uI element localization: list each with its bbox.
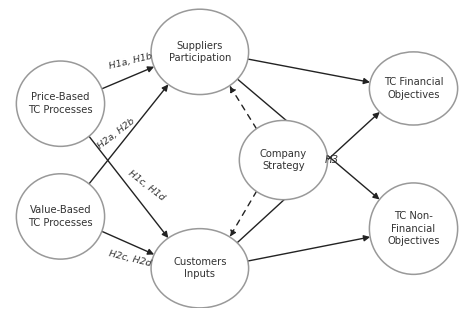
Text: H1a, H1b: H1a, H1b: [108, 51, 153, 71]
Ellipse shape: [369, 52, 457, 125]
Text: H3: H3: [325, 155, 339, 165]
Text: H2c, H2d: H2c, H2d: [108, 250, 152, 269]
Ellipse shape: [16, 61, 105, 146]
Text: H1c, H1d: H1c, H1d: [127, 169, 166, 203]
Text: Price-Based
TC Processes: Price-Based TC Processes: [28, 92, 93, 115]
Ellipse shape: [151, 229, 248, 308]
Text: TC Non-
Financial
Objectives: TC Non- Financial Objectives: [387, 211, 440, 246]
Ellipse shape: [16, 174, 105, 259]
Text: Suppliers
Participation: Suppliers Participation: [169, 41, 231, 63]
Ellipse shape: [151, 9, 248, 95]
Text: Customers
Inputs: Customers Inputs: [173, 257, 227, 280]
Text: H2a, H2b: H2a, H2b: [96, 117, 137, 151]
Ellipse shape: [369, 183, 457, 274]
Text: Company
Strategy: Company Strategy: [260, 149, 307, 171]
Text: TC Financial
Objectives: TC Financial Objectives: [384, 77, 443, 100]
Text: Value-Based
TC Processes: Value-Based TC Processes: [28, 205, 93, 228]
Ellipse shape: [239, 120, 328, 200]
